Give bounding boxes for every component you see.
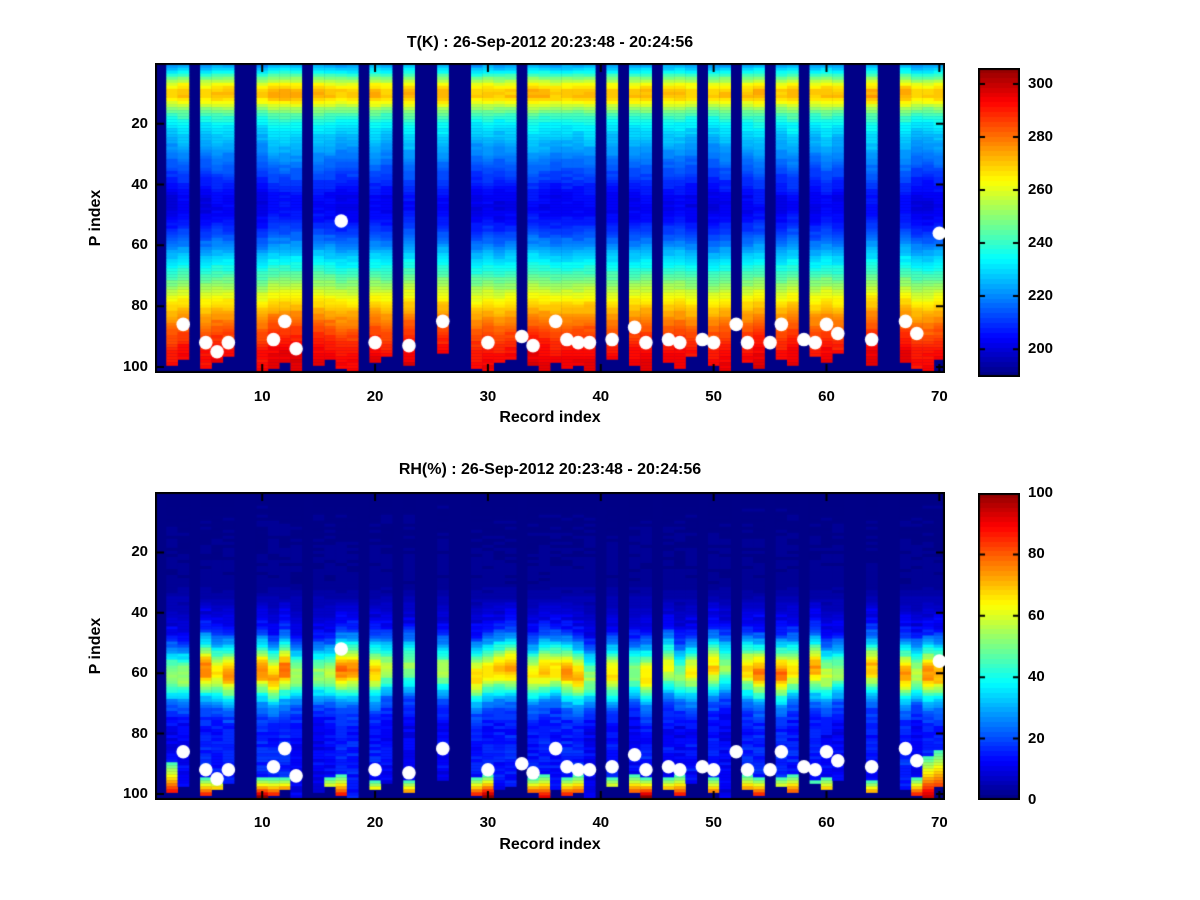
y-tick-label: 20 [131, 543, 148, 561]
x-tick-label: 10 [253, 388, 271, 405]
x-tick-label: 20 [366, 388, 384, 405]
x-tick-label: 20 [366, 814, 384, 831]
x-axis-label-humidity: Record index [499, 836, 601, 853]
x-tick-label: 70 [931, 814, 948, 831]
colorbar-tick-label: 280 [1028, 127, 1054, 145]
colorbar-tick-label: 200 [1028, 340, 1054, 358]
panel-title-temperature: T(K) : 26-Sep-2012 20:23:48 - 20:24:56 [406, 34, 694, 51]
colorbar-tick-label: 60 [1028, 606, 1045, 624]
y-tick-label: 100 [122, 357, 148, 375]
x-tick-label: 60 [818, 388, 835, 405]
colorbar-tick-label: 300 [1028, 74, 1054, 92]
colorbar-humidity [978, 493, 1020, 800]
colorbar-tick-label: 80 [1028, 545, 1045, 563]
x-tick-label: 50 [705, 814, 722, 831]
x-tick-label: 40 [592, 388, 610, 405]
colorbar-tick-label: 100 [1028, 484, 1054, 501]
y-tick-label: 20 [131, 114, 148, 132]
x-tick-label: 60 [818, 814, 835, 831]
x-tick-label: 40 [592, 814, 610, 831]
y-tick-label: 40 [131, 603, 148, 621]
colorbar-tick-label: 20 [1028, 729, 1045, 747]
y-tick-label: 80 [131, 724, 148, 742]
y-tick-label: 60 [131, 236, 148, 254]
y-tick-label: 60 [131, 664, 148, 682]
colorbar-tick-label: 0 [1028, 791, 1037, 808]
colorbar-tick-label: 40 [1028, 668, 1045, 686]
x-tick-label: 70 [931, 388, 948, 405]
panel-title-humidity: RH(%) : 26-Sep-2012 20:23:48 - 20:24:56 [398, 461, 702, 478]
heatmap-canvas-temperature [155, 63, 945, 373]
x-tick-label: 10 [253, 814, 271, 831]
y-tick-label: 100 [122, 784, 148, 802]
colorbar-temperature [978, 68, 1020, 377]
colorbar-tick-label: 240 [1028, 234, 1054, 252]
x-tick-label: 30 [479, 388, 497, 405]
x-tick-label: 30 [479, 814, 497, 831]
heatmap-canvas-humidity [155, 492, 945, 800]
y-tick-label: 40 [131, 175, 148, 193]
colorbar-tick-label: 260 [1028, 181, 1054, 198]
y-tick-label: 80 [131, 297, 148, 315]
colorbar-tick-label: 220 [1028, 287, 1054, 305]
x-tick-label: 50 [705, 388, 722, 405]
x-axis-label-temperature: Record index [499, 409, 601, 426]
